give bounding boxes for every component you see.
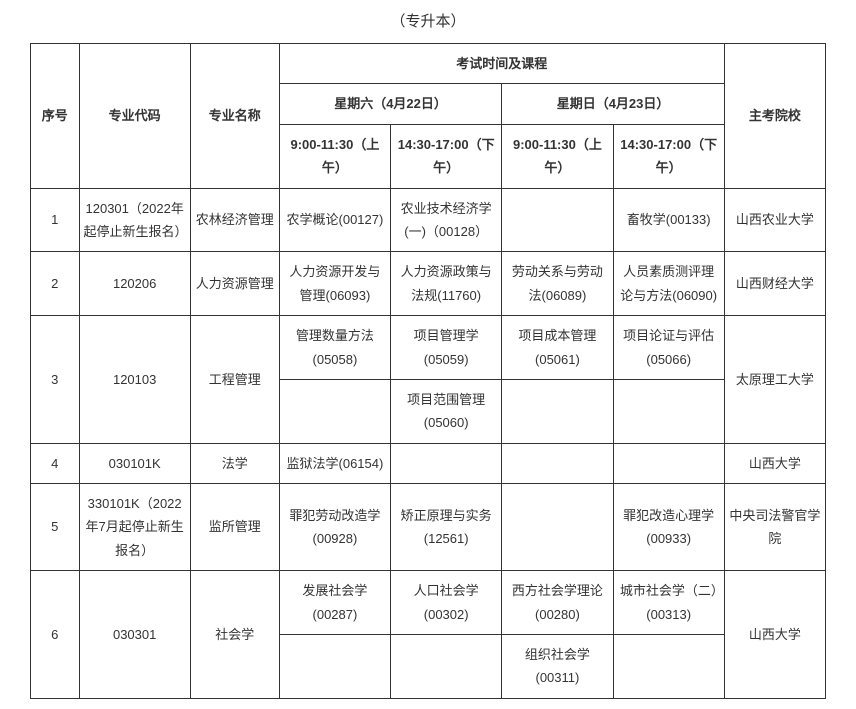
page-title: （专升本） [30,10,826,31]
cell-course: 人力资源开发与管理(06093) [279,252,390,316]
cell-seq: 3 [31,316,80,444]
cell-major: 农林经济管理 [190,188,279,252]
cell-major: 社会学 [190,571,279,699]
cell-major: 工程管理 [190,316,279,444]
th-slot3: 9:00-11:30（上午） [502,124,613,188]
th-seq: 序号 [31,44,80,189]
cell-seq: 6 [31,571,80,699]
cell-course: 罪犯劳动改造学(00928) [279,484,390,571]
th-major: 专业名称 [190,44,279,189]
cell-course [502,443,613,483]
cell-course: 畜牧学(00133) [613,188,724,252]
cell-seq: 2 [31,252,80,316]
cell-course: 项目成本管理(05061) [502,316,613,380]
cell-code: 330101K（2022年7月起停止新生报名） [79,484,190,571]
cell-school: 山西财经大学 [724,252,825,316]
cell-course: 监狱法学(06154) [279,443,390,483]
th-slot4: 14:30-17:00（下午） [613,124,724,188]
cell-course: 罪犯改造心理学(00933) [613,484,724,571]
cell-school: 太原理工大学 [724,316,825,444]
cell-major: 法学 [190,443,279,483]
table-row: 2 120206 人力资源管理 人力资源开发与管理(06093) 人力资源政策与… [31,252,826,316]
cell-course: 项目范围管理(05060) [391,379,502,443]
cell-course [613,443,724,483]
cell-course: 组织社会学(00311) [502,635,613,699]
cell-course: 人员素质测评理论与方法(06090) [613,252,724,316]
cell-course: 管理数量方法(05058) [279,316,390,380]
cell-course [502,484,613,571]
cell-code: 030101K [79,443,190,483]
cell-school: 山西农业大学 [724,188,825,252]
cell-course: 农学概论(00127) [279,188,390,252]
cell-course: 农业技术经济学(一)（00128） [391,188,502,252]
cell-seq: 5 [31,484,80,571]
cell-code: 120206 [79,252,190,316]
cell-seq: 4 [31,443,80,483]
th-slot1: 9:00-11:30（上午） [279,124,390,188]
cell-code: 120301（2022年起停止新生报名） [79,188,190,252]
th-sat: 星期六（4月22日） [279,84,502,124]
cell-major: 监所管理 [190,484,279,571]
cell-school: 山西大学 [724,571,825,699]
cell-course: 项目论证与评估(05066) [613,316,724,380]
cell-course: 人力资源政策与法规(11760) [391,252,502,316]
cell-course [279,379,390,443]
cell-course [391,635,502,699]
th-exam-group: 考试时间及课程 [279,44,724,84]
th-sun: 星期日（4月23日） [502,84,725,124]
cell-school: 山西大学 [724,443,825,483]
cell-school: 中央司法警官学院 [724,484,825,571]
cell-course: 城市社会学（二）(00313) [613,571,724,635]
cell-course: 发展社会学(00287) [279,571,390,635]
cell-code: 120103 [79,316,190,444]
th-school: 主考院校 [724,44,825,189]
th-code: 专业代码 [79,44,190,189]
table-row: 6 030301 社会学 发展社会学(00287) 人口社会学(00302) 西… [31,571,826,635]
cell-course: 项目管理学(05059) [391,316,502,380]
th-slot2: 14:30-17:00（下午） [391,124,502,188]
cell-course [279,635,390,699]
cell-course [613,379,724,443]
cell-course [613,635,724,699]
cell-course: 劳动关系与劳动法(06089) [502,252,613,316]
cell-course [502,379,613,443]
table-row: 4 030101K 法学 监狱法学(06154) 山西大学 [31,443,826,483]
cell-course: 人口社会学(00302) [391,571,502,635]
cell-seq: 1 [31,188,80,252]
schedule-table: 序号 专业代码 专业名称 考试时间及课程 主考院校 星期六（4月22日） 星期日… [30,43,826,699]
table-row: 3 120103 工程管理 管理数量方法(05058) 项目管理学(05059)… [31,316,826,380]
cell-course [502,188,613,252]
table-row: 5 330101K（2022年7月起停止新生报名） 监所管理 罪犯劳动改造学(0… [31,484,826,571]
cell-course: 矫正原理与实务(12561) [391,484,502,571]
cell-code: 030301 [79,571,190,699]
table-row: 1 120301（2022年起停止新生报名） 农林经济管理 农学概论(00127… [31,188,826,252]
cell-course: 西方社会学理论(00280) [502,571,613,635]
cell-course [391,443,502,483]
cell-major: 人力资源管理 [190,252,279,316]
